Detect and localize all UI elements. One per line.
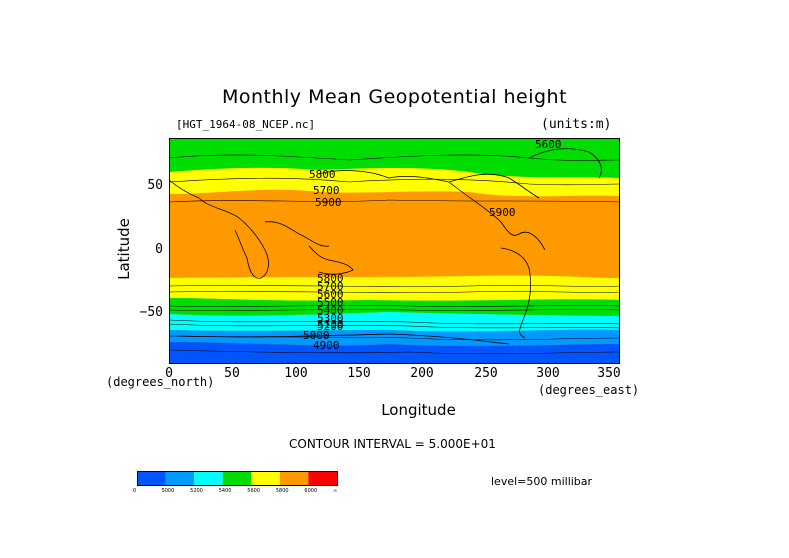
band-green-south xyxy=(169,298,620,316)
x-tick-100: 100 xyxy=(284,366,308,381)
contour-label: 5100 xyxy=(317,318,344,331)
colorbar-label: 5400 xyxy=(218,488,232,494)
contour-label: 5000 xyxy=(303,329,330,342)
colorbar-swatch xyxy=(165,471,195,486)
contour-label: 5900 xyxy=(315,196,342,209)
x-tick-250: 250 xyxy=(474,366,498,381)
contour-label: 5400 xyxy=(317,304,344,317)
coastlines xyxy=(169,148,602,345)
colorbar-label: 5200 xyxy=(190,488,203,494)
colorbar-swatch xyxy=(194,471,223,486)
contour-interval-text: CONTOUR INTERVAL = 5.000E+01 xyxy=(289,437,496,451)
colorbar-label: 5600 xyxy=(247,488,261,494)
x-tick-150: 150 xyxy=(347,366,371,381)
contour-lines xyxy=(169,154,620,355)
contour-label: 5900 xyxy=(489,206,516,219)
plot-title: Monthly Mean Geopotential height xyxy=(221,86,568,108)
y-tick-minus-50: −50 xyxy=(139,305,163,320)
x-tick-200: 200 xyxy=(410,366,434,381)
contour-label: 4900 xyxy=(313,339,340,352)
x-tick-50: 50 xyxy=(224,366,240,381)
x-axis-label: Longitude xyxy=(381,401,456,419)
contour-label: 5600 xyxy=(317,288,344,301)
colorbar-label: 5800 xyxy=(275,488,289,494)
contour-label: 5800 xyxy=(317,272,344,285)
contour-label: 5700 xyxy=(313,184,340,197)
colorbar-swatch xyxy=(279,471,309,486)
contour-label: 5700 xyxy=(317,280,344,293)
colorbar-label: 6000 xyxy=(304,488,318,494)
contour-label: 5600 xyxy=(535,138,562,151)
x-tick-0: 0 xyxy=(165,366,173,381)
y-axis-label: Latitude xyxy=(115,218,133,280)
map-frame xyxy=(169,138,620,364)
contour-label: 5500 xyxy=(317,296,344,309)
colorbar-label: 5000 xyxy=(161,488,175,494)
colorbar xyxy=(137,471,338,486)
dataset-filename: [HGT_1964-08_NCEP.nc] xyxy=(176,118,316,131)
band-green-north xyxy=(169,138,620,178)
y-tick-50: 50 xyxy=(147,178,163,193)
colorbar-swatch xyxy=(137,471,166,486)
band-yellow-south xyxy=(169,275,620,301)
x-tick-350: 350 xyxy=(597,366,621,381)
colorbar-label: 0 xyxy=(133,488,137,494)
geopotential-map: 5800 5600 5700 5900 5900 5800 5700 5600 … xyxy=(169,138,620,364)
y-axis-unit-label: (degrees_north) xyxy=(106,375,215,389)
colorbar-label: ∞ xyxy=(333,488,338,494)
colorbar-swatch xyxy=(251,471,280,486)
x-tick-300: 300 xyxy=(536,366,560,381)
band-yellow-north xyxy=(169,167,620,197)
level-text: level=500 millibar xyxy=(491,475,593,488)
colorbar-swatch xyxy=(308,471,337,486)
contour-label: 5800 xyxy=(309,168,336,181)
units-label: (units:m) xyxy=(541,117,612,132)
contour-label: 5300 xyxy=(317,312,344,325)
band-deep-blue-south xyxy=(169,342,620,364)
y-tick-0: 0 xyxy=(155,242,163,257)
contour-label: 5200 xyxy=(317,320,344,333)
x-axis-unit-label: (degrees_east) xyxy=(538,383,640,397)
colorbar-swatch xyxy=(222,471,252,486)
